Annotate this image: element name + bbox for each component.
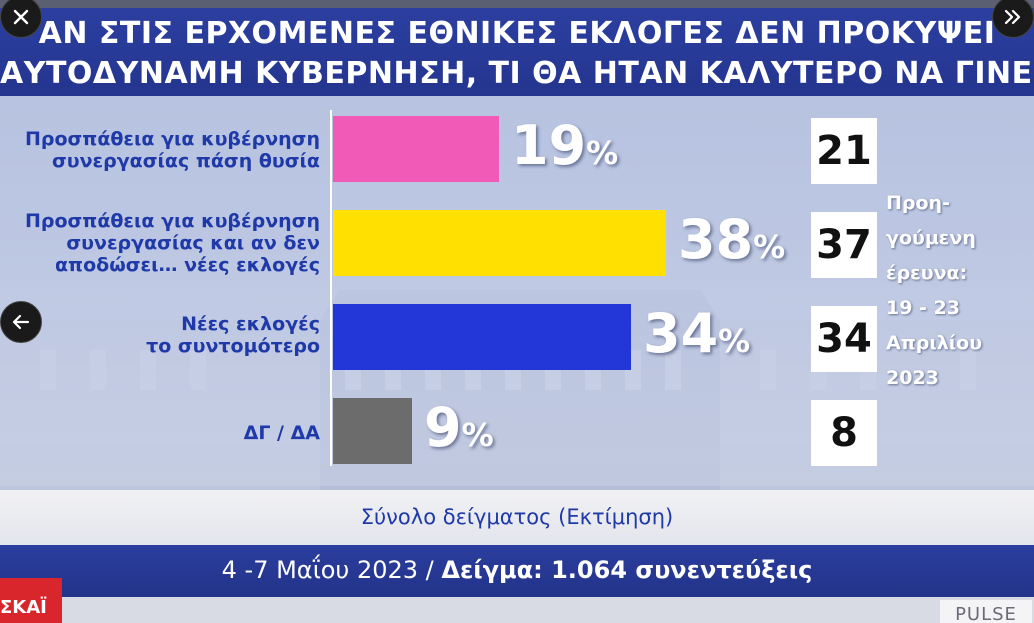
- value-label-2: 38%: [678, 208, 786, 271]
- previous-value-2: 37: [811, 212, 877, 278]
- bottom-strip: [0, 597, 1034, 623]
- value-label-3: 34%: [643, 302, 751, 365]
- previous-value-4: 8: [811, 400, 877, 466]
- close-icon: [13, 9, 29, 25]
- back-button[interactable]: [0, 301, 42, 343]
- sample-band: [0, 490, 1034, 545]
- expand-button[interactable]: [992, 0, 1034, 38]
- bar-1: [333, 116, 499, 182]
- previous-value-3: 34: [811, 306, 877, 372]
- axis-line: [330, 110, 332, 466]
- category-label-3: Νέες εκλογές το συντομότερο: [146, 313, 320, 357]
- chart-title-line-2: ΑΥΤΟΔΥΝΑΜΗ ΚΥΒΕΡΝΗΣΗ, ΤΙ ΘΑ ΗΤΑΝ ΚΑΛΥΤΕΡ…: [0, 56, 1034, 91]
- title-band: [0, 8, 1034, 96]
- bar-4: [333, 398, 412, 464]
- previous-survey-note: Προη- γούμενη έρευνα: 19 - 23 Απριλίου 2…: [886, 192, 983, 389]
- category-label-1: Προσπάθεια για κυβέρνηση συνεργασίας πάσ…: [24, 128, 320, 172]
- bar-2: [333, 210, 666, 276]
- previous-value-1: 21: [811, 118, 877, 184]
- top-strip: [0, 0, 1034, 8]
- survey-dates: 4 -7 Μαΐου 2023 /: [221, 556, 442, 584]
- value-label-1: 19%: [511, 114, 619, 177]
- category-label-4: ΔΓ / ΔΑ: [243, 422, 320, 444]
- arrow-left-icon: [12, 314, 30, 330]
- survey-sample: Δείγμα: 1.064 συνεντεύξεις: [441, 556, 813, 584]
- pulse-logo: PULSE: [940, 600, 1032, 623]
- channel-logo: ΣΚΑΪ: [0, 578, 62, 623]
- survey-info: 4 -7 Μαΐου 2023 / Δείγμα: 1.064 συνεντεύ…: [0, 556, 1034, 584]
- close-button[interactable]: [0, 0, 42, 38]
- value-label-4: 9%: [424, 396, 494, 459]
- double-chevron-right-icon: [1004, 9, 1021, 25]
- sample-caption: Σύνολο δείγματος (Εκτίμηση): [360, 505, 674, 529]
- bar-3: [333, 304, 631, 370]
- category-label-2: Προσπάθεια για κυβέρνηση συνεργασίας και…: [24, 210, 320, 276]
- chart-title-line-1: ΑΝ ΣΤΙΣ ΕΡΧΟΜΕΝΕΣ ΕΘΝΙΚΕΣ ΕΚΛΟΓΕΣ ΔΕΝ ΠΡ…: [38, 16, 996, 51]
- footer-band: [0, 545, 1034, 597]
